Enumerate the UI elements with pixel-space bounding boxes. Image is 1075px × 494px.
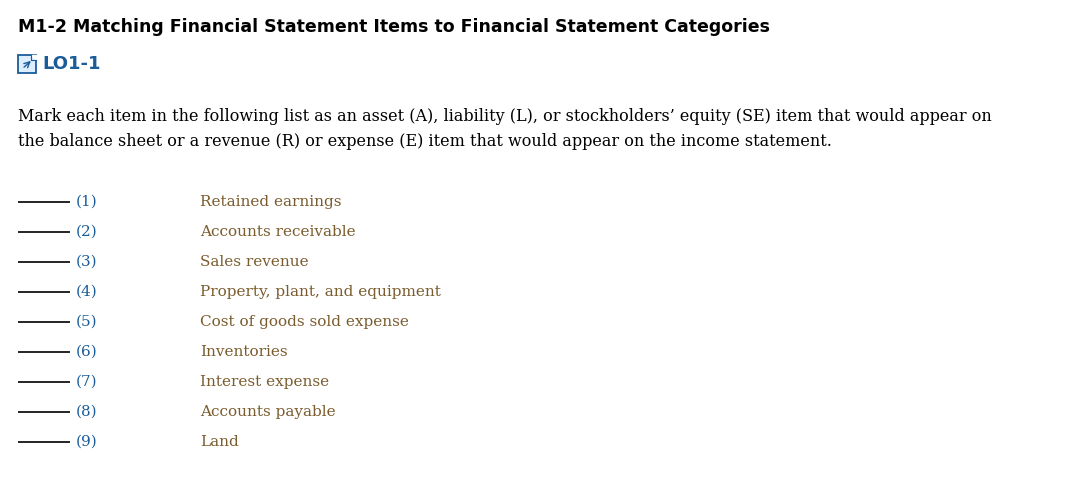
Text: (9): (9) xyxy=(76,435,98,449)
FancyBboxPatch shape xyxy=(18,55,35,73)
Text: Sales revenue: Sales revenue xyxy=(200,255,309,269)
Text: (7): (7) xyxy=(76,375,98,389)
Text: (2): (2) xyxy=(76,225,98,239)
Text: Cost of goods sold expense: Cost of goods sold expense xyxy=(200,315,408,329)
Text: M1-2 Matching Financial Statement Items to Financial Statement Categories: M1-2 Matching Financial Statement Items … xyxy=(18,18,770,36)
Text: LO1-1: LO1-1 xyxy=(42,55,100,73)
Text: Interest expense: Interest expense xyxy=(200,375,329,389)
Text: Land: Land xyxy=(200,435,239,449)
Text: (5): (5) xyxy=(76,315,98,329)
Text: the balance sheet or a revenue (R) or expense (E) item that would appear on the : the balance sheet or a revenue (R) or ex… xyxy=(18,133,832,150)
Polygon shape xyxy=(31,55,35,60)
Text: Inventories: Inventories xyxy=(200,345,288,359)
Text: (8): (8) xyxy=(76,405,98,419)
Text: (6): (6) xyxy=(76,345,98,359)
Text: (3): (3) xyxy=(76,255,98,269)
Text: Mark each item in the following list as an asset (A), liability (L), or stockhol: Mark each item in the following list as … xyxy=(18,108,992,125)
Text: (1): (1) xyxy=(76,195,98,209)
Text: Accounts receivable: Accounts receivable xyxy=(200,225,356,239)
Text: Accounts payable: Accounts payable xyxy=(200,405,335,419)
Text: Retained earnings: Retained earnings xyxy=(200,195,342,209)
Text: (4): (4) xyxy=(76,285,98,299)
Text: Property, plant, and equipment: Property, plant, and equipment xyxy=(200,285,441,299)
